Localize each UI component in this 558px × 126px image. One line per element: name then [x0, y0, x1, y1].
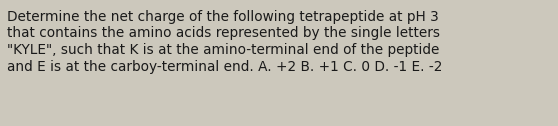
Text: Determine the net charge of the following tetrapeptide at pH 3: Determine the net charge of the followin…: [7, 10, 439, 24]
Text: that contains the amino acids represented by the single letters: that contains the amino acids represente…: [7, 26, 440, 40]
Text: "KYLE", such that K is at the amino-terminal end of the peptide: "KYLE", such that K is at the amino-term…: [7, 43, 439, 57]
Text: and E is at the carboy-terminal end. A. +2 B. +1 C. 0 D. -1 E. -2: and E is at the carboy-terminal end. A. …: [7, 59, 442, 73]
